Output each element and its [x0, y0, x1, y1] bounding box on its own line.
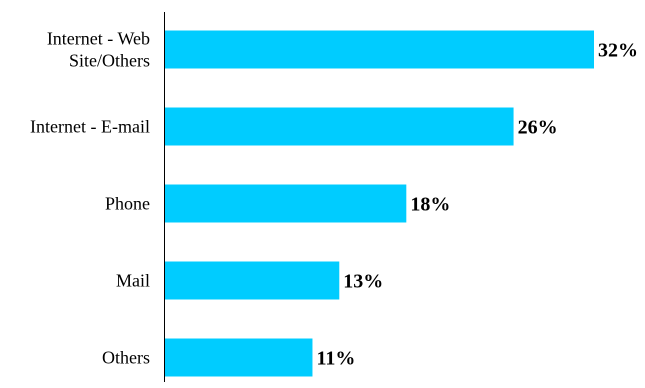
value-label: 13% — [343, 271, 383, 293]
category-label: Internet - Web — [47, 29, 150, 49]
value-label: 32% — [598, 40, 638, 62]
category-label: Mail — [116, 271, 150, 291]
bars-layer — [165, 30, 594, 377]
bar — [165, 30, 594, 69]
bar — [165, 338, 313, 377]
category-label: Phone — [105, 194, 150, 214]
category-label: Others — [102, 348, 150, 368]
bar — [165, 261, 340, 300]
value-label: 26% — [518, 117, 558, 139]
value-label: 11% — [316, 348, 355, 370]
value-label: 18% — [410, 194, 450, 216]
category-label: Internet - E-mail — [30, 117, 150, 137]
category-label: Site/Others — [69, 51, 150, 71]
bar — [165, 107, 514, 146]
bar — [165, 184, 407, 223]
